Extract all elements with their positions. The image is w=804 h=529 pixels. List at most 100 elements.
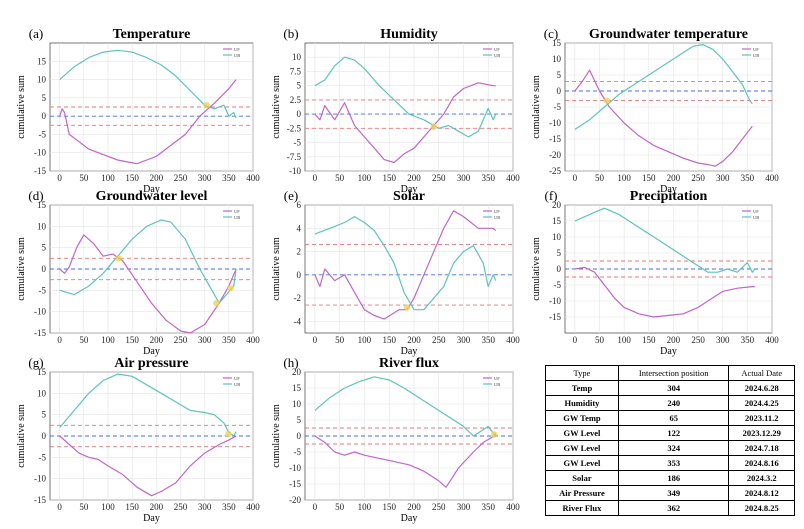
intersection-marker	[213, 299, 220, 307]
x-tick-label: 300	[198, 335, 212, 345]
x-tick-label: 250	[432, 335, 446, 345]
y-tick-label: -5	[294, 447, 302, 457]
intersection-marker	[403, 304, 411, 311]
x-tick-label: 0	[313, 173, 318, 183]
y-tick-label: -5	[39, 129, 47, 139]
table-row: River Flux 362 2024.8.25	[545, 500, 795, 516]
y-tick-label: -5	[39, 452, 47, 462]
y-tick-label: -15	[34, 495, 46, 505]
table-cell: 2024.7.18	[728, 440, 795, 456]
table-cell: 65	[617, 410, 730, 426]
panel-title: Groundwater level	[96, 189, 208, 204]
intersection-marker	[490, 431, 498, 438]
x-tick-label: 100	[101, 173, 115, 183]
x-tick-label: 100	[358, 173, 372, 183]
x-tick-label: 250	[691, 335, 705, 345]
x-tick-label: 150	[382, 173, 396, 183]
y-tick-label: 15	[37, 200, 47, 210]
table-cell: GW Level	[545, 425, 619, 441]
x-tick-label: 400	[506, 502, 520, 512]
x-axis-label: Day	[143, 513, 160, 524]
x-tick-label: 100	[617, 173, 631, 183]
series-line-ub	[314, 56, 497, 138]
y-tick-label: 5	[557, 70, 562, 80]
table-cell: GW Level	[545, 455, 619, 471]
x-tick-label: 400	[246, 335, 260, 345]
x-tick-label: 300	[457, 502, 471, 512]
table-row: Air Pressure 349 2024.8.12	[545, 485, 795, 501]
y-tick-label: -20	[549, 150, 561, 160]
y-tick-label: 0	[42, 264, 47, 274]
y-tick-label: 0	[297, 431, 302, 441]
x-tick-label: 100	[358, 335, 372, 345]
table-cell: 304	[617, 380, 730, 396]
legend-label: UB	[234, 53, 240, 58]
legend-label: UF	[494, 47, 500, 52]
table-cell: 240	[617, 395, 730, 411]
y-tick-label: -15	[549, 134, 561, 144]
intersection-marker	[603, 97, 611, 104]
y-tick-label: -25	[549, 166, 561, 176]
series-line-uf	[574, 266, 755, 318]
x-axis-label: Day	[660, 346, 677, 357]
legend-label: UB	[753, 215, 759, 220]
x-tick-label: 300	[198, 502, 212, 512]
y-tick-label: -7.5	[287, 152, 302, 162]
table-cell: 2024.6.28	[728, 380, 795, 396]
intersection-marker	[227, 285, 234, 292]
intersection-table: Type Intersection position Actual Date T…	[545, 365, 795, 516]
table-cell: 362	[617, 500, 730, 516]
x-tick-label: 300	[198, 173, 212, 183]
x-tick-label: 50	[335, 502, 345, 512]
y-tick-label: 10	[37, 75, 47, 85]
series-line-uf	[59, 79, 237, 165]
y-tick-label: -15	[34, 166, 46, 176]
panel-title: River flux	[379, 356, 439, 371]
y-tick-label: -15	[549, 312, 561, 322]
x-axis-label: Day	[401, 184, 418, 195]
table-row: GW Temp 65 2023.11.2	[545, 410, 795, 426]
panel-label: (d)	[28, 188, 43, 203]
y-tick-label: -4	[294, 316, 302, 326]
x-tick-label: 0	[57, 502, 62, 512]
legend-label: UB	[234, 382, 240, 387]
table-cell: Temp	[545, 380, 619, 396]
intersection-marker	[430, 123, 437, 130]
y-tick-label: 6	[297, 200, 302, 210]
x-tick-label: 350	[481, 173, 495, 183]
x-axis-label: Day	[660, 184, 677, 195]
series-line-uf	[59, 234, 237, 334]
table-cell: 353	[617, 455, 730, 471]
x-tick-label: 150	[382, 502, 396, 512]
panel-title: Groundwater temperature	[589, 27, 748, 42]
y-tick-label: 15	[37, 367, 47, 377]
y-tick-label: 5	[297, 81, 302, 91]
y-axis-label: cumulative sum	[271, 237, 282, 301]
panel-label: (b)	[283, 26, 298, 41]
x-axis-label: Day	[401, 346, 418, 357]
x-tick-label: 400	[246, 173, 260, 183]
series-line-uf	[314, 82, 496, 164]
plot-frame	[304, 42, 514, 172]
x-tick-label: 150	[125, 173, 139, 183]
x-tick-label: 350	[222, 173, 236, 183]
panel-label: (g)	[28, 355, 43, 370]
y-tick-label: 0	[42, 431, 47, 441]
y-tick-label: 0	[297, 270, 302, 280]
x-tick-label: 50	[595, 335, 605, 345]
panel-title: Temperature	[113, 27, 191, 42]
x-tick-label: 200	[667, 173, 681, 183]
table-cell: 2024.8.16	[728, 455, 795, 471]
x-tick-label: 300	[716, 335, 730, 345]
panel-label: (e)	[284, 188, 298, 203]
y-tick-label: 10	[292, 52, 302, 62]
y-tick-label: 2	[297, 247, 302, 257]
x-tick-label: 250	[691, 173, 705, 183]
x-tick-label: 250	[432, 173, 446, 183]
table-cell: River Flux	[545, 500, 619, 516]
table-cell: 2023.11.2	[728, 410, 795, 426]
panel-d: 0 50 100 150 200 250 300 350 400 -15 -10 -5 0 5 10 15 UF…	[16, 188, 260, 357]
legend-label: UB	[494, 215, 500, 220]
x-tick-label: 0	[313, 335, 318, 345]
